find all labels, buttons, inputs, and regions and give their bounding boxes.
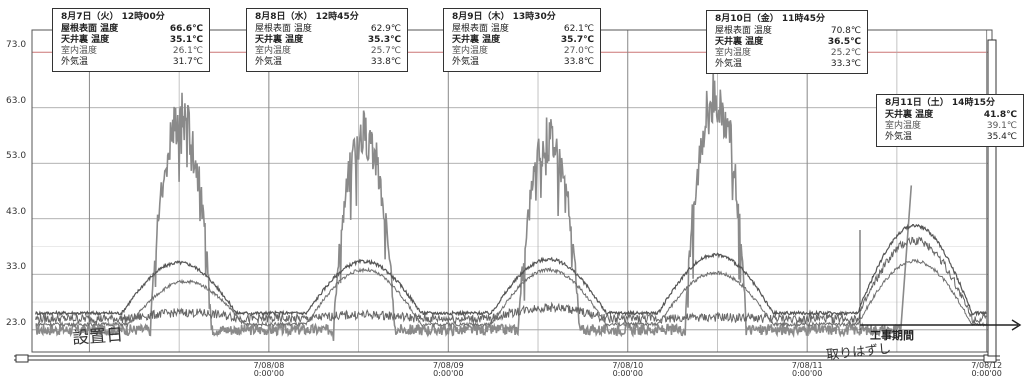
annotation-label: 外気温 [452,57,480,67]
annotation-label: 屋根表面 温度 [715,26,772,36]
annotation-header: 8月9日（木） 13時30分 [452,12,556,22]
annotation-value: 62.1℃ [563,24,594,34]
x-tick-label: 7/08/09 0:00'00 [432,361,464,378]
series-line [35,236,988,325]
annotation-label: 室内温度 [715,48,752,58]
handwritten-start-note: 設置日 [71,325,124,349]
annotation-label: 天井裏 温度 [61,35,110,45]
annotation-value: 70.8℃ [830,26,861,36]
scroll-left-button [15,354,29,363]
x-tick-label: 7/08/10 0:00'00 [612,361,644,378]
x-tick-label: 7/08/08 0:00'00 [253,361,285,378]
annotation-value: 35.4℃ [986,132,1017,142]
annotation-row: 天井裏 温度 35.3℃ [255,35,401,46]
annotation-value: 31.7℃ [172,57,203,67]
annotation-label: 室内温度 [885,121,922,131]
chart-chrome [14,29,1022,363]
annotation-row: 天井裏 温度 41.8℃ [885,110,1017,121]
annotation-label: 外気温 [255,57,283,67]
annotation-row: 屋根表面 温度 70.8℃ [715,26,861,37]
annotation-value: 39.1℃ [986,121,1017,131]
annotation-box: 8月9日（木） 13時30分 屋根表面 温度 62.1℃ 天井裏 温度 35.7℃ 室内温… [443,8,601,72]
annotation-value: 27.0℃ [563,46,594,56]
annotation-row: 室内温度 25.2℃ [715,48,861,59]
chart-grid [32,30,992,352]
annotation-label: 天井裏 温度 [255,35,304,45]
annotation-row: 室内温度 27.0℃ [452,46,594,57]
annotation-value: 33.8℃ [563,57,594,67]
plot-border [31,29,993,353]
annotation-value: 35.3℃ [367,35,401,45]
annotation-row: 屋根表面 温度 62.9℃ [255,24,401,35]
annotation-label: 室内温度 [61,46,98,56]
series-line [35,71,913,341]
annotation-label: 室内温度 [255,46,292,56]
annotation-value: 25.2℃ [830,48,861,58]
annotation-row: 室内温度 25.7℃ [255,46,401,57]
annotation-row: 天井裏 温度 36.5℃ [715,37,861,48]
series-line [35,223,988,317]
annotation-value: 25.7℃ [370,46,401,56]
annotation-label: 外気温 [715,59,743,69]
annotation-row: 室内温度 26.1℃ [61,46,203,57]
chart-series-group [35,71,988,341]
annotation-header: 8月10日（金） 11時45分 [715,14,825,24]
y-tick-label: 63.0 [6,95,27,106]
vertical-scrollbar [987,39,997,357]
annotation-row: 屋根表面 温度 62.1℃ [452,24,594,35]
annotation-label: 屋根表面 温度 [61,24,119,34]
x-tick-label: 7/08/11 0:00'00 [791,361,823,378]
construction-period-label: 工事期間 [870,329,914,342]
y-tick-label: 23.0 [6,317,27,328]
annotation-row: 室内温度 39.1℃ [885,121,1017,132]
annotation-row: 外気温 35.4℃ [885,132,1017,143]
annotation-value: 36.5℃ [827,37,861,47]
annotation-label: 屋根表面 温度 [255,24,312,34]
x-tick-label: 7/08/12 0:00'00 [971,361,1003,378]
annotation-header: 8月11日（土） 14時15分 [885,98,995,108]
annotation-row: 外気温 31.7℃ [61,57,203,68]
annotation-box: 8月7日（火） 12時00分 屋根表面 温度 66.6℃ 天井裏 温度 35.1℃ 室内温… [52,8,210,72]
annotation-value: 33.8℃ [370,57,401,67]
construction-period-arrowhead [1011,319,1022,331]
annotation-value: 62.9℃ [370,24,401,34]
annotation-label: 外気温 [61,57,89,67]
annotation-row: 外気温 33.8℃ [452,57,594,68]
annotation-box: 8月8日（水） 12時45分 屋根表面 温度 62.9℃ 天井裏 温度 35.3℃ 室内温… [246,8,408,72]
annotation-label: 天井裏 温度 [885,110,934,120]
annotation-label: 天井裏 温度 [452,35,501,45]
y-tick-label: 53.0 [6,151,27,162]
annotation-row: 天井裏 温度 35.1℃ [61,35,203,46]
annotation-box: 8月11日（土） 14時15分 天井裏 温度 41.8℃ 室内温度 39.1℃ 外気温 35… [876,94,1024,147]
y-tick-label: 33.0 [6,262,27,273]
annotation-row: 外気温 33.8℃ [255,57,401,68]
y-tick-label: 43.0 [6,206,27,217]
series-line [35,258,988,328]
annotation-label: 室内温度 [452,46,489,56]
annotation-row: 天井裏 温度 35.7℃ [452,35,594,46]
annotation-value: 35.7℃ [560,35,594,45]
annotation-value: 33.3℃ [830,59,861,69]
annotation-label: 屋根表面 温度 [452,24,509,34]
y-tick-label: 73.0 [6,40,27,51]
annotation-value: 35.1℃ [169,35,203,45]
annotation-row: 屋根表面 温度 66.6℃ [61,24,203,35]
annotation-label: 天井裏 温度 [715,37,764,47]
annotation-box: 8月10日（金） 11時45分 屋根表面 温度 70.8℃ 天井裏 温度 36.5℃ 室内… [706,10,868,74]
annotation-value: 66.6℃ [169,24,203,34]
annotation-header: 8月8日（水） 12時45分 [255,12,359,22]
annotation-row: 外気温 33.3℃ [715,59,861,70]
annotation-label: 外気温 [885,132,913,142]
annotation-header: 8月7日（火） 12時00分 [61,12,165,22]
annotation-value: 41.8℃ [983,110,1017,120]
annotation-value: 26.1℃ [172,46,203,56]
